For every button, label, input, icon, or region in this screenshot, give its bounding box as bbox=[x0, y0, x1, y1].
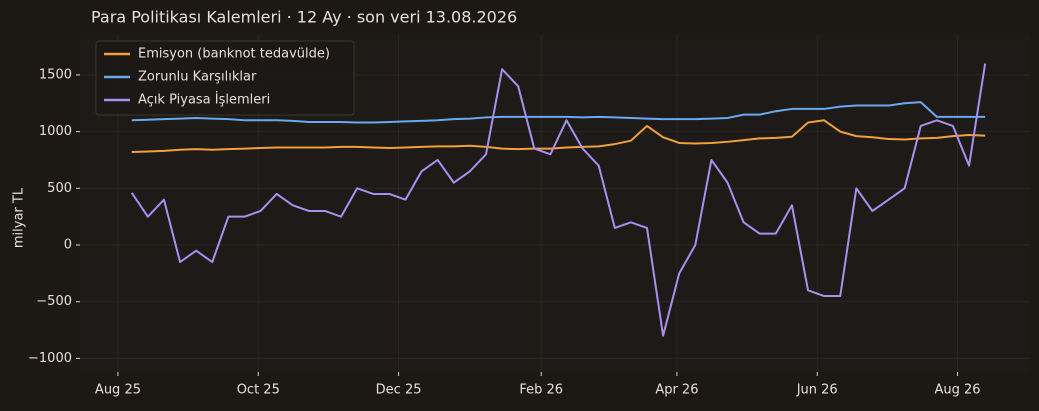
x-tick-label: Oct 25 bbox=[237, 383, 280, 398]
y-tick-label: −1000 bbox=[28, 351, 72, 366]
y-tick-label: 1500 bbox=[39, 67, 72, 82]
legend-label: Emisyon (banknot tedavülde) bbox=[138, 47, 330, 62]
legend-label: Zorunlu Karşılıklar bbox=[138, 70, 257, 85]
y-axis-label: milyar TL bbox=[12, 187, 27, 248]
x-tick-label: Feb 26 bbox=[519, 383, 563, 398]
y-tick-label: 500 bbox=[47, 181, 72, 196]
x-tick-label: Dec 25 bbox=[376, 383, 422, 398]
x-tick-label: Jun 26 bbox=[796, 383, 838, 398]
legend-box bbox=[95, 40, 355, 116]
y-tick-label: 0 bbox=[64, 238, 72, 253]
series-line bbox=[131, 119, 986, 154]
x-tick-label: Aug 26 bbox=[935, 383, 981, 398]
chart-title: Para Politikası Kalemleri · 12 Ay · son … bbox=[91, 8, 517, 27]
y-tick-label: −500 bbox=[36, 294, 72, 309]
legend-label: Açık Piyasa İşlemleri bbox=[138, 92, 270, 108]
y-tick-label: 1000 bbox=[39, 124, 72, 139]
x-tick-label: Apr 26 bbox=[655, 383, 698, 398]
series-line bbox=[130, 63, 987, 337]
x-tick-label: Aug 25 bbox=[95, 383, 141, 398]
series-line bbox=[131, 101, 986, 124]
